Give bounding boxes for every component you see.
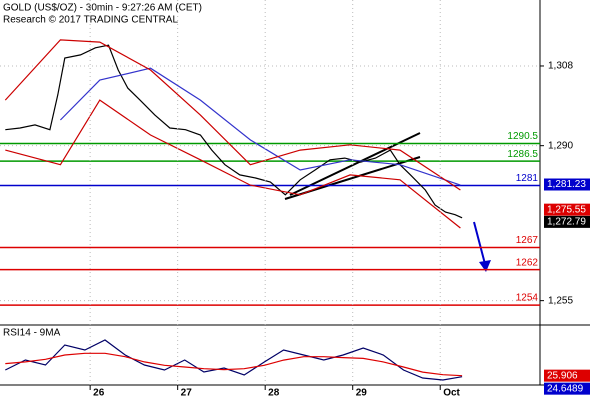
forecast-arrow — [473, 221, 486, 265]
chart-subtitle: Research © 2017 TRADING CENTRAL — [3, 15, 178, 26]
rsi-flag — [544, 382, 590, 395]
rsi-flag-label: 25.906 — [547, 370, 578, 381]
series-line — [4, 39, 461, 191]
price-flag — [544, 203, 590, 216]
rsi-flag — [544, 369, 590, 382]
y-tick-label: 1,290 — [548, 140, 573, 151]
series-line — [5, 44, 463, 219]
x-tick-label: Oct — [443, 388, 460, 399]
level-label: 1254 — [516, 293, 539, 304]
series-line — [5, 99, 461, 229]
y-tick-label: 1,255 — [548, 295, 573, 306]
y-tick-label: 1,308 — [548, 61, 573, 72]
x-tick-label: 26 — [93, 388, 105, 399]
series-line — [59, 67, 461, 186]
rsi-title: RSI14 - 9MA — [3, 328, 61, 339]
rsi-flag-label: 24.6489 — [547, 383, 584, 394]
price-flag-label: 1,281.23 — [547, 179, 586, 190]
chart-title: GOLD (US$/OZ) - 30min - 9:27:26 AM (CET) — [3, 3, 202, 14]
series-line — [5, 352, 463, 377]
level-label: 1267 — [516, 235, 539, 246]
price-flag — [544, 178, 590, 191]
level-label: 1281 — [516, 173, 539, 184]
level-label: 1262 — [516, 257, 539, 268]
x-tick-label: 29 — [356, 388, 368, 399]
price-flag — [544, 215, 590, 228]
price-flag-label: 1,275.55 — [547, 204, 586, 215]
series-line — [5, 339, 463, 381]
level-label: 1286.5 — [507, 149, 538, 160]
x-tick-label: 28 — [268, 388, 280, 399]
forecast-arrowhead — [479, 260, 491, 272]
level-label: 1290.5 — [507, 131, 538, 142]
x-tick-label: 27 — [181, 388, 193, 399]
price-flag-label: 1,272.79 — [547, 217, 586, 228]
